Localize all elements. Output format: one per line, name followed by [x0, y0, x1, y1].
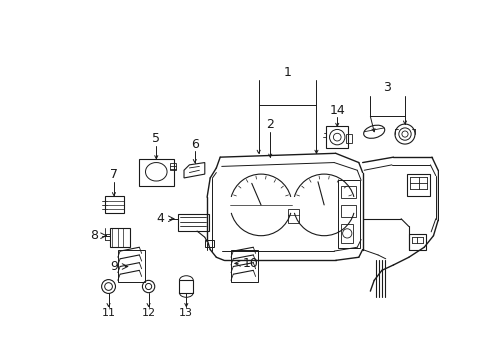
Bar	[179, 280, 193, 293]
Bar	[341, 186, 356, 198]
Bar	[287, 209, 298, 222]
Text: 1: 1	[284, 66, 291, 79]
Text: 3: 3	[383, 81, 390, 94]
Text: 5: 5	[152, 132, 160, 145]
Bar	[341, 224, 353, 243]
Text: 6: 6	[190, 138, 198, 150]
Text: 12: 12	[141, 308, 155, 318]
Bar	[345, 134, 351, 143]
Bar	[170, 163, 176, 170]
Bar	[110, 228, 130, 247]
Text: 8: 8	[90, 229, 98, 242]
Text: 7: 7	[110, 168, 118, 181]
Bar	[139, 159, 174, 186]
Bar	[104, 195, 123, 213]
Bar	[118, 249, 144, 282]
Bar	[408, 234, 425, 249]
Bar	[326, 126, 347, 148]
Text: 14: 14	[329, 104, 345, 117]
Text: 13: 13	[179, 308, 193, 318]
Bar	[337, 180, 359, 248]
Bar	[407, 174, 429, 195]
Text: 9: 9	[110, 260, 118, 273]
Text: 11: 11	[102, 308, 115, 318]
Text: 2: 2	[266, 118, 274, 131]
Bar	[178, 214, 208, 231]
Bar	[204, 239, 214, 247]
Text: 10: 10	[243, 257, 259, 270]
Text: 4: 4	[156, 212, 164, 225]
Bar	[230, 249, 257, 282]
Bar	[341, 205, 356, 217]
